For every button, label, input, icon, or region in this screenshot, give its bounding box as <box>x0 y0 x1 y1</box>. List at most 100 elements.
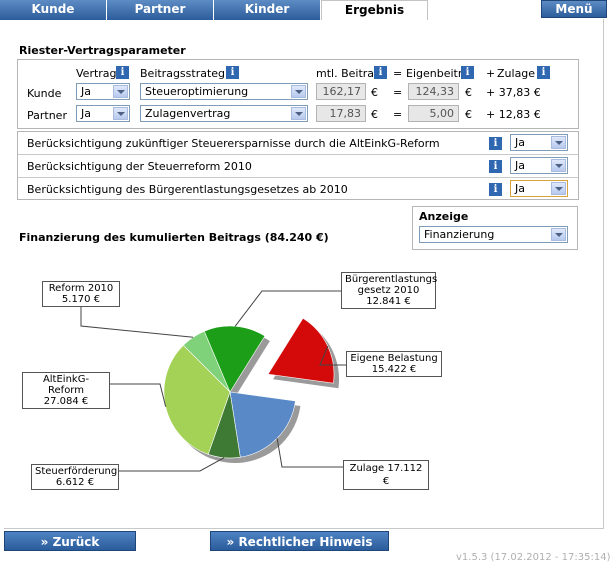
callout-alteinkg-reform-name: AltEinkG-Reform <box>42 374 90 396</box>
chevron-right-double-icon: » <box>40 535 49 549</box>
pie-leaders <box>80 290 346 472</box>
option-buergerentlastung-label: Berücksichtigung des Bürgerentlastungsge… <box>27 183 348 196</box>
anzeige-label: Anzeige <box>419 210 469 223</box>
info-icon-beitrag[interactable]: i <box>374 66 387 79</box>
kunde-strategie-select[interactable]: Steueroptimierung <box>140 83 308 100</box>
col-zulage-label: Zulage <box>497 67 536 80</box>
tab-partner[interactable]: Partner <box>107 0 214 20</box>
info-icon-buergerentlastung[interactable]: i <box>489 183 502 196</box>
partner-vertrag-select[interactable]: Ja <box>76 105 130 122</box>
chevron-down-icon <box>551 136 566 149</box>
partner-eq-sign: = <box>393 108 403 121</box>
kunde-strategie-value: Steueroptimierung <box>145 85 249 98</box>
pie-slice-eigene-belastung <box>267 317 335 384</box>
callout-buergerentlastung-name-1: Bürgerentlastungs <box>345 274 438 285</box>
callout-steuerfoerderung-name: Steuerförderung <box>35 466 118 477</box>
partner-zulage-value: + 12,83 € <box>486 108 541 121</box>
leader-line-zulage <box>276 438 343 468</box>
partner-strategie-select[interactable]: Zulagenvertrag <box>140 105 308 122</box>
divider <box>18 177 578 178</box>
chevron-down-icon <box>291 107 306 120</box>
callout-eigene-belastung-value: 15.422 € <box>371 364 417 375</box>
chart-title: Finanzierung des kumulierten Beitrags (8… <box>19 231 329 244</box>
anzeige-value: Finanzierung <box>424 228 495 241</box>
tab-ergebnis[interactable]: Ergebnis <box>321 0 428 20</box>
row-partner-label: Partner <box>27 109 67 122</box>
kunde-eigen-euro: € <box>465 86 472 99</box>
back-button[interactable]: » Zurück <box>4 531 136 551</box>
option-alteinkg-value: Ja <box>515 136 525 149</box>
content-frame <box>4 19 604 529</box>
callout-reform-2010-name: Reform 2010 <box>48 283 114 294</box>
info-icon-alteinkg[interactable]: i <box>489 137 502 150</box>
pie-slice-zulage <box>229 391 296 458</box>
tab-bar: Kunde Partner Kinder Ergebnis Menü <box>0 0 610 20</box>
kunde-vertrag-select[interactable]: Ja <box>76 83 130 100</box>
option-steuerreform-select[interactable]: Ja <box>510 157 568 174</box>
leader-line-alteinkg-reform <box>110 383 167 407</box>
info-icon-vertrag[interactable]: i <box>116 66 129 79</box>
back-button-label: Zurück <box>52 535 100 549</box>
leader-line-reform-2010 <box>80 305 194 338</box>
legal-notice-button[interactable]: » Rechtlicher Hinweis <box>210 531 389 551</box>
callout-eigene-belastung-name: Eigene Belastung <box>350 353 438 364</box>
option-steuerreform-value: Ja <box>515 159 525 172</box>
callout-eigene-belastung: Eigene Belastung 15.422 € <box>346 351 442 377</box>
chevron-down-icon <box>551 228 566 241</box>
col-plus-label: + <box>486 67 496 80</box>
kunde-beitrag-field: 162,17 <box>316 83 366 100</box>
callout-buergerentlastung-name-2: gesetz 2010 <box>357 285 420 296</box>
tab-kinder[interactable]: Kinder <box>214 0 321 20</box>
partner-beitrag-euro: € <box>371 108 378 121</box>
callout-steuerfoerderung: Steuerförderung 6.612 € <box>31 464 119 490</box>
kunde-vertrag-value: Ja <box>81 85 91 98</box>
partner-eigen-field: 5,00 <box>408 105 459 122</box>
pie-slices <box>163 317 335 459</box>
option-alteinkg-label: Berücksichtigung zukünftiger Steuererspa… <box>27 137 440 150</box>
divider <box>18 154 578 155</box>
leader-line-buergerentlastungsgesetz-2010 <box>234 290 341 327</box>
chevron-right-double-icon: » <box>226 535 235 549</box>
option-steuerreform-label: Berücksichtigung der Steuerreform 2010 <box>27 160 252 173</box>
leader-line-steuerfoerderung <box>119 457 225 472</box>
option-buergerentlastung-select[interactable]: Ja <box>510 180 568 197</box>
pie-chart <box>80 290 346 472</box>
version-label: v1.5.3 (17.02.2012 - 17:35:14) <box>456 552 610 563</box>
kunde-beitrag-euro: € <box>371 86 378 99</box>
col-vertrag-label: Vertrag <box>76 67 117 80</box>
options-box <box>17 131 579 200</box>
option-buergerentlastung-value: Ja <box>515 182 525 195</box>
callout-zulage-text: Zulage 17.112 € <box>349 463 423 487</box>
info-icon-zulage[interactable]: i <box>537 66 550 79</box>
leader-line-eigene-belastung <box>319 346 346 366</box>
callout-alteinkg-reform-value: 27.084 € <box>43 396 89 407</box>
partner-strategie-value: Zulagenvertrag <box>145 107 231 120</box>
pie-slice-buergerentlastungsgesetz-2010 <box>203 325 266 393</box>
partner-beitrag-field: 17,83 <box>316 105 366 122</box>
option-alteinkg-select[interactable]: Ja <box>510 134 568 151</box>
callout-alteinkg-reform: AltEinkG-Reform 27.084 € <box>22 372 110 409</box>
callout-zulage: Zulage 17.112 € <box>343 460 429 490</box>
anzeige-select[interactable]: Finanzierung <box>419 226 568 243</box>
callout-reform-2010: Reform 2010 5.170 € <box>42 281 120 307</box>
info-icon-eigen[interactable]: i <box>461 66 474 79</box>
chevron-down-icon <box>551 182 566 195</box>
row-kunde-label: Kunde <box>27 87 62 100</box>
legal-notice-button-label: Rechtlicher Hinweis <box>238 535 373 549</box>
tab-kunde[interactable]: Kunde <box>0 0 107 20</box>
chevron-down-icon <box>291 85 306 98</box>
callout-buergerentlastung: Bürgerentlastungs gesetz 2010 12.841 € <box>341 272 438 309</box>
kunde-zulage-value: + 37,83 € <box>486 86 541 99</box>
callout-steuerfoerderung-value: 6.612 € <box>55 477 95 488</box>
col-eq-label: = <box>393 67 403 80</box>
partner-vertrag-value: Ja <box>81 107 91 120</box>
callout-reform-2010-value: 5.170 € <box>61 294 101 305</box>
callout-buergerentlastung-value: 12.841 € <box>366 296 411 307</box>
kunde-eigen-field: 124,33 <box>408 83 459 100</box>
menu-button[interactable]: Menü <box>541 0 607 18</box>
col-eigen-label: Eigenbeitr. <box>406 67 465 80</box>
col-strategie-label: Beitragsstrategie <box>140 67 235 80</box>
info-icon-strategie[interactable]: i <box>226 66 239 79</box>
info-icon-steuerreform[interactable]: i <box>489 160 502 173</box>
chevron-down-icon <box>113 107 128 120</box>
